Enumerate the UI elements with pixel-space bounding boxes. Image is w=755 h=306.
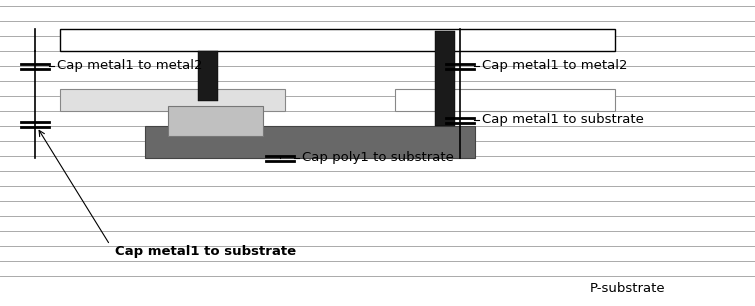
Text: P-substrate: P-substrate xyxy=(590,282,666,294)
Bar xyxy=(198,51,218,101)
Bar xyxy=(60,29,615,51)
Text: Cap metal1 to substrate: Cap metal1 to substrate xyxy=(482,114,644,126)
Bar xyxy=(395,89,615,111)
Bar xyxy=(60,89,285,111)
Text: Cap metal1 to metal2: Cap metal1 to metal2 xyxy=(57,59,202,73)
Text: Cap poly1 to substrate: Cap poly1 to substrate xyxy=(302,151,454,165)
Text: Cap metal1 to substrate: Cap metal1 to substrate xyxy=(115,244,296,258)
Text: Cap metal1 to metal2: Cap metal1 to metal2 xyxy=(482,59,627,73)
Bar xyxy=(435,31,455,126)
Bar xyxy=(145,126,475,158)
Bar xyxy=(168,106,263,136)
